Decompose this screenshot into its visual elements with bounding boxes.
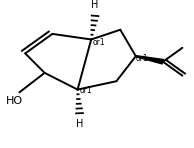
Text: H: H	[91, 0, 99, 10]
Polygon shape	[136, 56, 164, 64]
Text: or1: or1	[136, 54, 148, 63]
Text: H: H	[76, 119, 83, 129]
Text: or1: or1	[93, 38, 106, 47]
Text: HO: HO	[6, 96, 23, 106]
Text: or1: or1	[80, 86, 92, 95]
